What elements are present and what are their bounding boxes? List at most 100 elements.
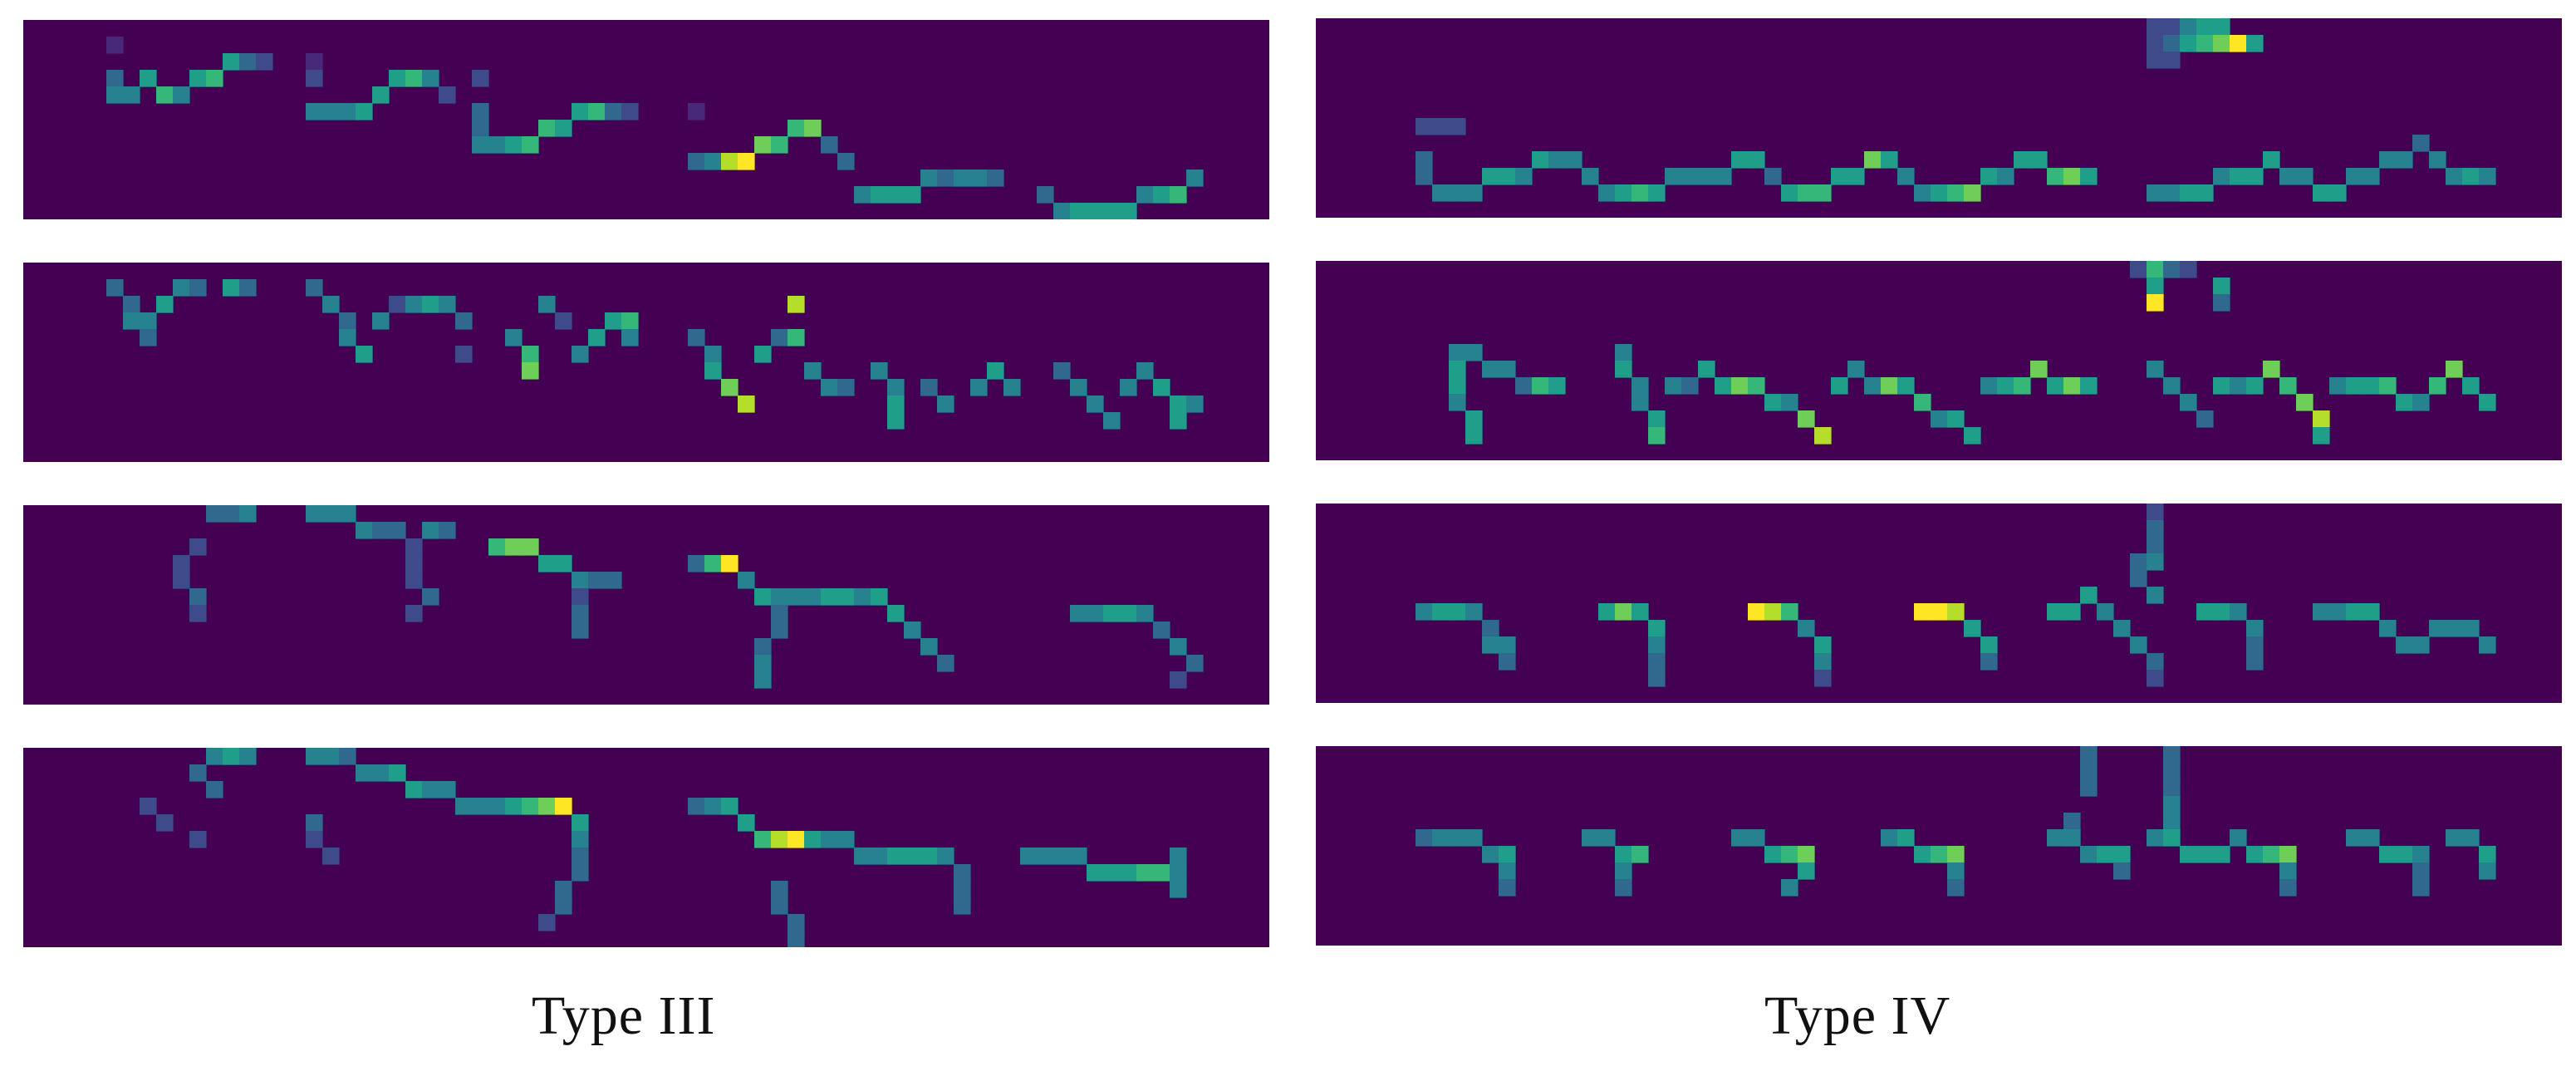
heatmap-cell bbox=[2263, 151, 2280, 169]
heatmap-cell bbox=[1931, 846, 1948, 863]
heatmap-cell bbox=[339, 748, 356, 765]
heatmap-cell bbox=[173, 279, 190, 297]
heatmap-cell bbox=[1598, 184, 1616, 202]
heatmap-cell bbox=[2113, 620, 2131, 637]
heatmap-cell bbox=[1053, 362, 1071, 380]
heatmap-cell bbox=[1186, 396, 1204, 413]
heatmap-cell bbox=[1037, 848, 1054, 865]
heatmap-cell bbox=[937, 396, 954, 413]
heatmap-cell bbox=[1798, 410, 1815, 428]
heatmap-cell bbox=[239, 53, 257, 71]
heatmap-cell bbox=[1798, 846, 1815, 863]
heatmap-cell bbox=[621, 103, 639, 120]
heatmap-cell bbox=[2246, 620, 2264, 637]
heatmap-cell bbox=[754, 346, 772, 363]
heatmap-cell bbox=[920, 848, 938, 865]
heatmap-cell bbox=[2113, 862, 2131, 880]
heatmap-cell bbox=[1615, 603, 1632, 621]
heatmap-cell bbox=[156, 296, 174, 313]
heatmap-cell bbox=[1449, 394, 1466, 411]
heatmap-cell bbox=[2147, 52, 2164, 69]
heatmap-cell bbox=[2130, 261, 2147, 278]
heatmap-cell bbox=[1153, 622, 1170, 639]
heatmap-cell bbox=[2180, 261, 2197, 278]
heatmap-cell bbox=[688, 555, 705, 572]
heatmap-cell bbox=[2246, 377, 2264, 395]
type-iv-heatmap-3 bbox=[1316, 504, 2562, 703]
heatmap-cell bbox=[1482, 620, 1499, 637]
heatmap-cell bbox=[1631, 394, 1649, 411]
heatmap-cell bbox=[1482, 361, 1499, 378]
heatmap-cell bbox=[472, 798, 489, 815]
heatmap-cell bbox=[1764, 394, 1782, 411]
heatmap-cell bbox=[256, 53, 273, 71]
heatmap-cell bbox=[2412, 862, 2430, 880]
heatmap-cell bbox=[455, 312, 473, 330]
heatmap-cell bbox=[987, 170, 1004, 187]
heatmap-cell bbox=[372, 86, 390, 104]
heatmap-cell bbox=[2313, 410, 2330, 428]
heatmap-cell bbox=[2329, 603, 2347, 621]
heatmap-cell bbox=[572, 588, 589, 606]
heatmap-cell bbox=[1881, 377, 1898, 395]
heatmap-cell bbox=[987, 362, 1004, 380]
heatmap-cell bbox=[2446, 361, 2463, 378]
heatmap-cell bbox=[356, 346, 373, 363]
heatmap-cell bbox=[1120, 864, 1137, 882]
heatmap-cell bbox=[2346, 829, 2363, 847]
heatmap-cell bbox=[1615, 361, 1632, 378]
heatmap-cell bbox=[538, 914, 556, 931]
heatmap-cell bbox=[1980, 636, 1998, 654]
heatmap-cell bbox=[2462, 829, 2480, 847]
heatmap-cell bbox=[804, 120, 822, 137]
heatmap-cell bbox=[1631, 603, 1649, 621]
heatmap-cell bbox=[239, 748, 257, 765]
heatmap-cell bbox=[422, 781, 439, 798]
heatmap-cell bbox=[389, 70, 406, 87]
heatmap-cell bbox=[2412, 394, 2430, 411]
heatmap-cell bbox=[854, 186, 871, 204]
heatmap-cell bbox=[140, 312, 157, 330]
heatmap-cell bbox=[2329, 184, 2347, 202]
heatmap-cell bbox=[106, 279, 124, 297]
heatmap-cell bbox=[954, 170, 971, 187]
heatmap-cell bbox=[1449, 184, 1466, 202]
heatmap-cell bbox=[2047, 168, 2064, 185]
heatmap-cell bbox=[771, 136, 788, 154]
heatmap-cell bbox=[472, 70, 489, 87]
heatmap-cell bbox=[704, 362, 722, 380]
heatmap-cell bbox=[1648, 670, 1666, 687]
heatmap-cell bbox=[1964, 620, 1981, 637]
heatmap-cell bbox=[2147, 35, 2164, 52]
heatmap-cell bbox=[2063, 813, 2081, 830]
heatmap-cell bbox=[1914, 184, 1931, 202]
heatmap-cell bbox=[1186, 170, 1204, 187]
heatmap-cell bbox=[2163, 779, 2181, 797]
heatmap-cell bbox=[1416, 603, 1433, 621]
heatmap-cell bbox=[2246, 636, 2264, 654]
heatmap-cell bbox=[2063, 168, 2081, 185]
heatmap-cell bbox=[2147, 670, 2164, 687]
heatmap-cell bbox=[1764, 168, 1782, 185]
heatmap-cell bbox=[572, 864, 589, 882]
heatmap-cell bbox=[1781, 879, 1798, 897]
heatmap-cell bbox=[2479, 846, 2496, 863]
heatmap-cell bbox=[1070, 203, 1087, 219]
heatmap-cell bbox=[1170, 638, 1187, 656]
heatmap-cell bbox=[239, 279, 257, 297]
heatmap-cell bbox=[1798, 620, 1815, 637]
heatmap-cell bbox=[2246, 846, 2264, 863]
heatmap-cell bbox=[1947, 862, 1965, 880]
heatmap-cell bbox=[1648, 427, 1666, 445]
heatmap-cell bbox=[2147, 294, 2164, 312]
heatmap-cell bbox=[306, 748, 323, 765]
heatmap-cell bbox=[2363, 603, 2380, 621]
heatmap-cell bbox=[2213, 294, 2230, 312]
heatmap-cell bbox=[1764, 603, 1782, 621]
heatmap-cell bbox=[1615, 862, 1632, 880]
heatmap-cell bbox=[1847, 361, 1865, 378]
heatmap-cell bbox=[2230, 377, 2247, 395]
heatmap-cell bbox=[937, 170, 954, 187]
heatmap-cell bbox=[123, 86, 140, 104]
heatmap-cell bbox=[804, 588, 822, 606]
